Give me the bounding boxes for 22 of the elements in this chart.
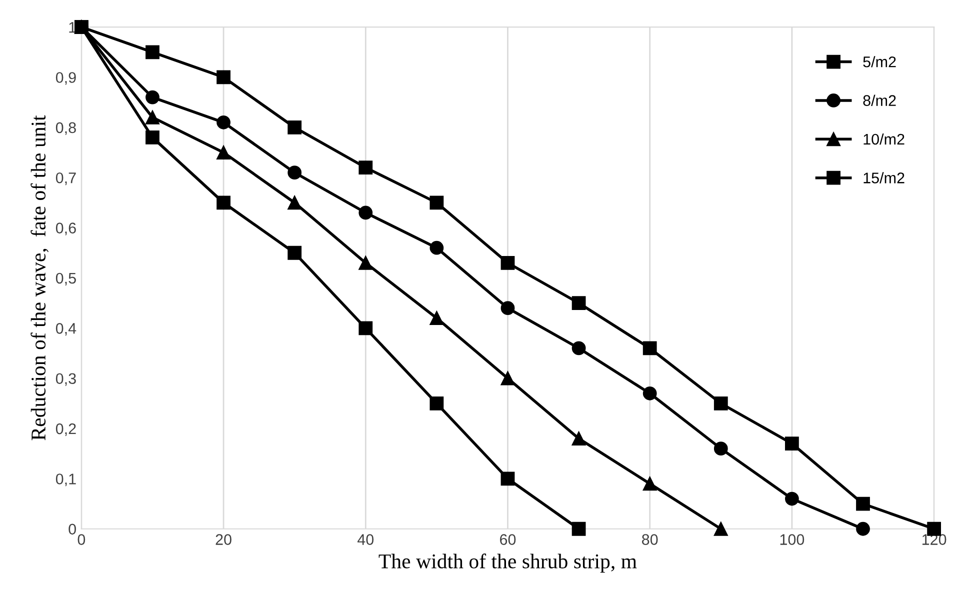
x-tick-label: 100 xyxy=(780,534,804,545)
x-tick-label: 80 xyxy=(642,534,658,545)
y-tick-label: 0,4 xyxy=(56,323,76,336)
x-tick-label: 60 xyxy=(500,534,516,545)
y-tick-label: 0,9 xyxy=(56,72,76,85)
y-tick-label: 0,2 xyxy=(56,423,76,436)
y-tick-label: 0,8 xyxy=(56,122,76,135)
y-tick-label: 0,1 xyxy=(56,474,76,486)
legend-label: 5/m2 xyxy=(863,56,896,68)
legend-label: 8/m2 xyxy=(863,94,896,106)
y-tick-label: 0,7 xyxy=(56,172,76,186)
x-tick-label: 20 xyxy=(216,534,232,545)
legend-label: 10/m2 xyxy=(864,133,904,145)
y-tick-label: 0,5 xyxy=(56,272,76,286)
legend-label: 15/m2 xyxy=(864,172,904,184)
y-tick-label: 0,6 xyxy=(56,222,76,236)
y-tick-label: 0,3 xyxy=(56,373,76,386)
x-tick-label: 0 xyxy=(78,534,86,545)
x-axis-title: The width of the shrub strip, m xyxy=(378,554,637,573)
y-tick-label: 0 xyxy=(68,524,76,535)
x-tick-label: 40 xyxy=(357,534,374,545)
y-axis-title: Reduction of the wave, fate of the unit xyxy=(30,115,49,440)
